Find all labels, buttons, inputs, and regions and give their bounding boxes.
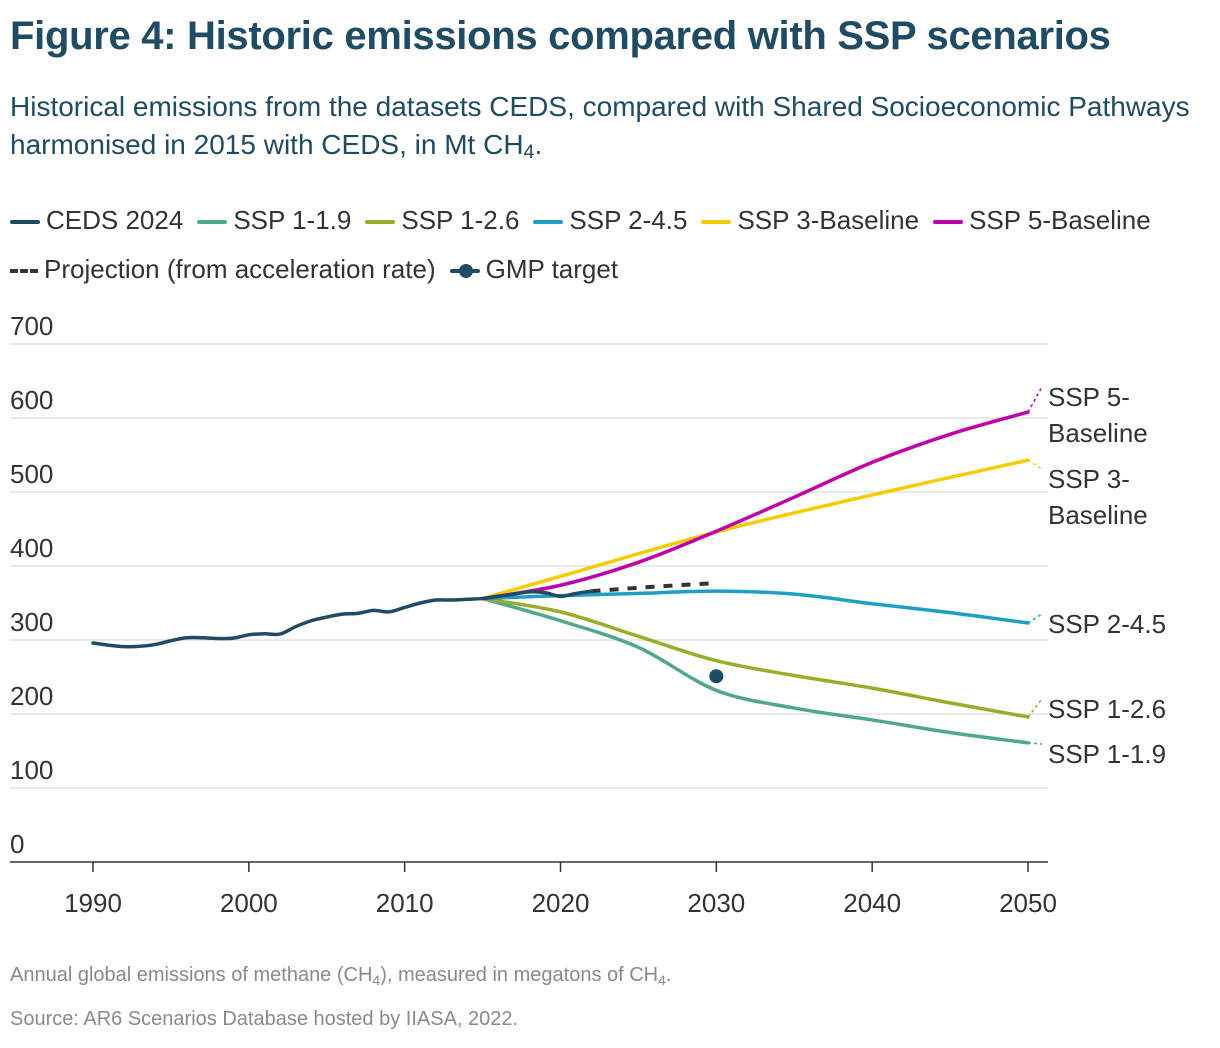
series-end-label: SSP 5- Baseline <box>1048 382 1148 448</box>
legend-item: Projection (from acceleration rate) <box>10 245 436 294</box>
legend-item: SSP 1-1.9 <box>197 196 351 245</box>
series-end-label: SSP 1-1.9 <box>1048 739 1166 769</box>
legend-item: SSP 1-2.6 <box>365 196 519 245</box>
legend-label: Projection (from acceleration rate) <box>44 254 436 284</box>
label-connector <box>1027 698 1043 718</box>
label-connector <box>1027 613 1043 624</box>
label-connector <box>1027 386 1043 413</box>
legend-label: SSP 3-Baseline <box>737 205 920 235</box>
legend-item: SSP 3-Baseline <box>701 196 919 245</box>
x-tick-label: 2030 <box>687 888 745 918</box>
legend-swatch <box>10 269 38 274</box>
legend-item: GMP target <box>449 245 619 294</box>
end-label-line: SSP 5- <box>1048 382 1130 412</box>
legend-label: GMP target <box>485 254 619 284</box>
source-note: Source: AR6 Scenarios Database hosted by… <box>10 1008 519 1030</box>
legend-swatch <box>449 264 480 279</box>
chart-title: Figure 4: Historic emissions compared wi… <box>10 14 1111 58</box>
legend-label: SSP 5-Baseline <box>969 205 1151 235</box>
label-connector <box>1027 459 1043 470</box>
y-tick-label: 600 <box>10 385 53 415</box>
series-line-ssp-1-2-6 <box>480 596 1030 719</box>
footnote-text: Annual global emissions of methane (CH <box>10 964 373 986</box>
label-connector <box>1027 742 1043 745</box>
series-end-label: SSP 2-4.5 <box>1048 609 1166 639</box>
footnote-sub: 4 <box>372 972 381 988</box>
y-tick-label: 0 <box>10 829 24 859</box>
gmp-target-point <box>709 669 724 684</box>
legend-item: SSP 2-4.5 <box>533 196 687 245</box>
legend-label: SSP 1-2.6 <box>401 205 520 235</box>
series-line-ssp-1-1-9 <box>480 596 1030 745</box>
legend-swatch <box>933 220 964 225</box>
footnote-text: ), measured in megatons of CH <box>380 964 659 986</box>
legend-swatch <box>365 220 396 225</box>
x-tick-label: 1990 <box>64 888 122 918</box>
subtitle-text: Historical emissions from the datasets C… <box>10 91 1190 160</box>
x-tick-label: 2020 <box>532 888 590 918</box>
end-label-line: Baseline <box>1048 500 1148 530</box>
legend-swatch <box>701 220 732 225</box>
series-end-label: SSP 3- Baseline <box>1048 464 1148 530</box>
series-line-ssp-3-baseline <box>480 458 1030 601</box>
chart-subtitle: Historical emissions from the datasets C… <box>10 88 1200 164</box>
subtitle-subscript: 4 <box>523 141 535 163</box>
x-tick-label: 2000 <box>220 888 278 918</box>
footnote: Annual global emissions of methane (CH4)… <box>10 964 671 987</box>
y-tick-label: 300 <box>10 607 53 637</box>
series-line-ceds-2024 <box>91 589 594 649</box>
y-tick-label: 100 <box>10 755 53 785</box>
series-end-label: SSP 1-2.6 <box>1048 694 1166 724</box>
series-line-projection-from-acceleration-rate- <box>591 581 717 594</box>
legend: CEDS 2024 SSP 1-1.9 SSP 1-2.6 SSP 2-4.5 SSP … <box>10 196 1180 294</box>
series-line-ssp-5-baseline <box>480 410 1030 601</box>
legend-swatch <box>197 220 228 225</box>
legend-item: SSP 5-Baseline <box>933 196 1151 245</box>
y-tick-label: 400 <box>10 533 53 563</box>
legend-item: CEDS 2024 <box>10 196 183 245</box>
end-label-line: SSP 1-2.6 <box>1048 694 1166 724</box>
legend-label: SSP 1-1.9 <box>233 205 352 235</box>
y-tick-label: 500 <box>10 459 53 489</box>
legend-label: CEDS 2024 <box>46 205 184 235</box>
x-tick-label: 2010 <box>376 888 434 918</box>
subtitle-end: . <box>534 129 543 160</box>
end-label-line: SSP 3- <box>1048 464 1130 494</box>
legend-label: SSP 2-4.5 <box>569 205 688 235</box>
end-label-line: SSP 2-4.5 <box>1048 609 1166 639</box>
end-label-line: Baseline <box>1048 418 1148 448</box>
footnote-sub: 4 <box>658 972 666 988</box>
y-tick-label: 200 <box>10 681 53 711</box>
footnote-text: . <box>665 964 672 986</box>
legend-swatch <box>10 220 40 225</box>
x-tick-label: 2050 <box>999 888 1057 918</box>
end-label-line: SSP 1-1.9 <box>1048 739 1166 769</box>
legend-swatch <box>533 220 564 225</box>
x-tick-label: 2040 <box>843 888 901 918</box>
y-tick-label: 700 <box>10 311 53 341</box>
